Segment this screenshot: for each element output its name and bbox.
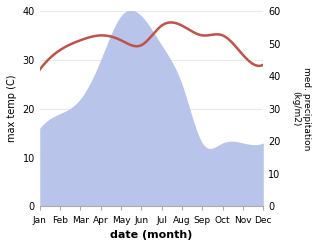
Y-axis label: max temp (C): max temp (C) (7, 75, 17, 143)
X-axis label: date (month): date (month) (110, 230, 193, 240)
Y-axis label: med. precipitation
(kg/m2): med. precipitation (kg/m2) (292, 67, 311, 150)
